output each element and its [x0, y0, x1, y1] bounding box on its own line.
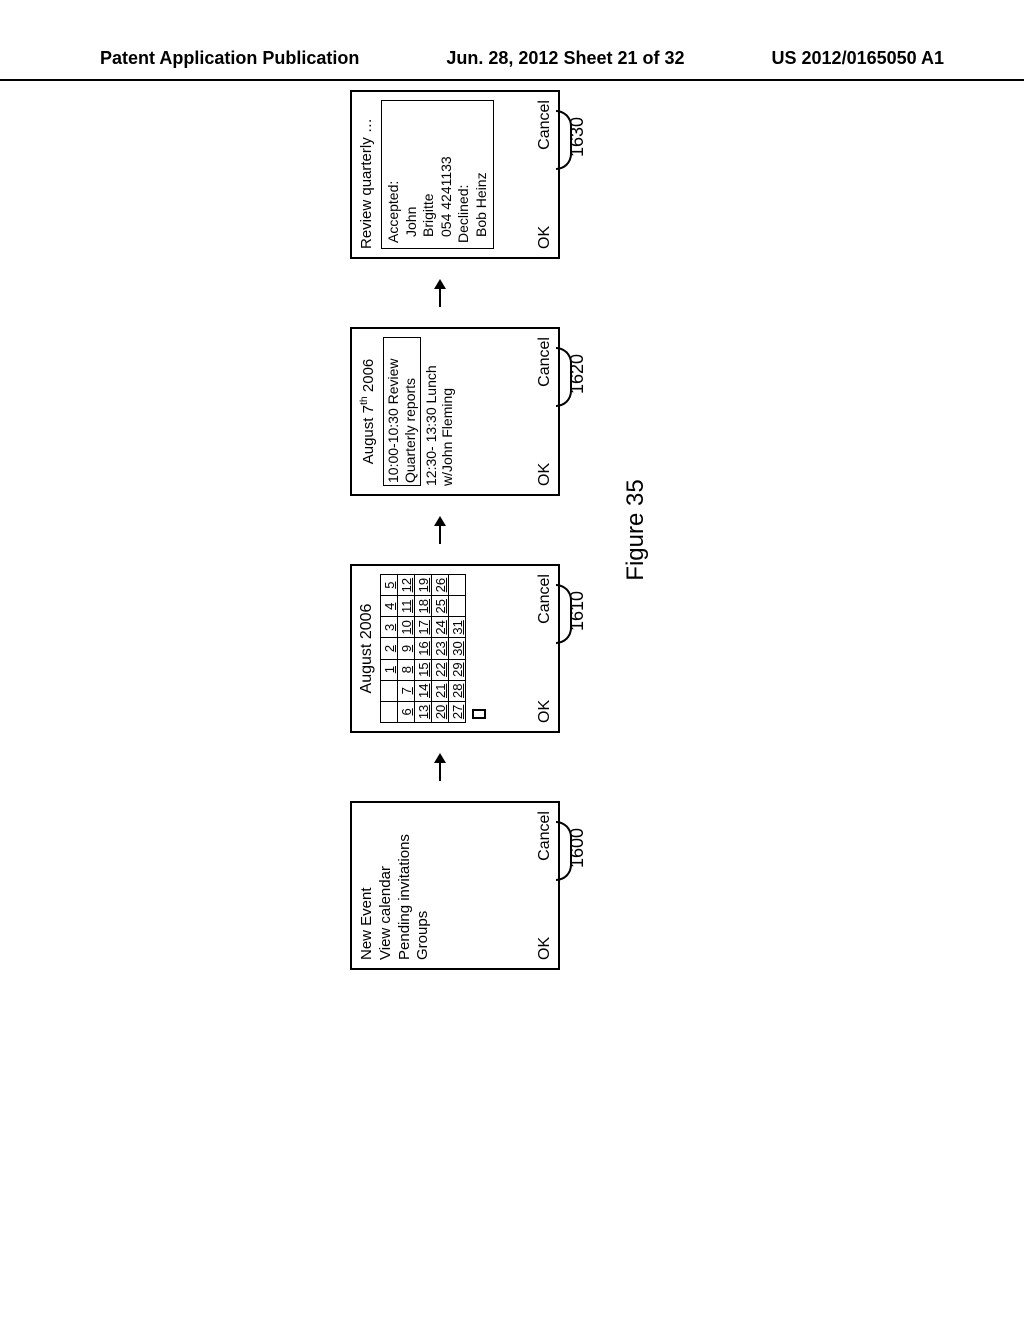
cal-cell — [381, 701, 398, 722]
header-left: Patent Application Publication — [100, 48, 359, 69]
arrow-icon — [430, 753, 450, 781]
cal-cell[interactable]: 30 — [449, 638, 466, 659]
accepted-name: Brigitte — [420, 106, 438, 243]
cancel-button[interactable]: Cancel — [536, 811, 554, 861]
event-item[interactable]: 12:30- 13:30 Lunch w/John Fleming — [423, 337, 457, 486]
cal-cell[interactable]: 18 — [415, 596, 432, 617]
event-item[interactable]: 10:00-10:30 Review Quarterly reports — [383, 337, 421, 486]
screen-menu: New Event View calendar Pending invitati… — [350, 801, 560, 970]
ref-1600: 1600 — [567, 828, 588, 868]
screen-detail: Review quarterly … Accepted: John Brigit… — [350, 90, 560, 259]
cal-cell[interactable]: 25 — [432, 596, 449, 617]
menu-item-pending-invitations[interactable]: Pending invitations — [396, 811, 415, 960]
cal-cell — [449, 575, 466, 596]
menu-footer: OK Cancel — [534, 811, 554, 960]
screen-calendar: August 2006 1 2 3 4 5 6 7 8 — [350, 564, 560, 733]
ok-button[interactable]: OK — [536, 937, 554, 960]
header-right: US 2012/0165050 A1 — [772, 48, 944, 69]
cal-cell[interactable]: 12 — [398, 575, 415, 596]
menu-item-view-calendar[interactable]: View calendar — [377, 811, 396, 960]
ok-button[interactable]: OK — [536, 463, 554, 486]
cal-cell[interactable]: 5 — [381, 575, 398, 596]
accepted-label: Accepted: — [385, 106, 403, 243]
calendar-title: August 2006 — [358, 574, 376, 723]
cal-cell[interactable]: 27 — [449, 701, 466, 722]
cal-cell[interactable]: 14 — [415, 680, 432, 701]
ref-1610: 1610 — [567, 591, 588, 631]
ref-1620: 1620 — [567, 354, 588, 394]
detail-body: Accepted: John Brigitte 054 4241133 Decl… — [381, 100, 494, 249]
figure-caption: Figure 35 — [622, 90, 650, 970]
cal-cell[interactable]: 29 — [449, 659, 466, 680]
page-header: Patent Application Publication Jun. 28, … — [0, 48, 1024, 81]
figure-35: New Event View calendar Pending invitati… — [350, 90, 650, 970]
accepted-name: 054 4241133 — [438, 106, 456, 243]
cal-cell[interactable]: 8 — [398, 659, 415, 680]
cal-cell[interactable]: 26 — [432, 575, 449, 596]
day-body: August 7th 2006 10:00-10:30 Review Quart… — [358, 337, 534, 486]
detail-body-wrap: Review quarterly … Accepted: John Brigit… — [358, 100, 534, 249]
cancel-button[interactable]: Cancel — [536, 574, 554, 624]
header-center: Jun. 28, 2012 Sheet 21 of 32 — [446, 48, 684, 69]
detail-footer: OK Cancel — [534, 100, 554, 249]
menu-item-new-event[interactable]: New Event — [358, 811, 377, 960]
cal-cell[interactable]: 6 — [398, 701, 415, 722]
calendar-grid[interactable]: 1 2 3 4 5 6 7 8 9 10 11 12 — [380, 574, 466, 723]
cancel-button[interactable]: Cancel — [536, 100, 554, 150]
cal-cell[interactable]: 13 — [415, 701, 432, 722]
arrow-icon — [430, 279, 450, 307]
day-footer: OK Cancel — [534, 337, 554, 486]
cal-cell — [449, 596, 466, 617]
cal-cell[interactable]: 28 — [449, 680, 466, 701]
accepted-name: John — [403, 106, 421, 243]
cal-cell[interactable]: 20 — [432, 701, 449, 722]
ok-button[interactable]: OK — [536, 226, 554, 249]
declined-name: Bob Heinz — [473, 106, 491, 243]
cal-cell[interactable]: 24 — [432, 617, 449, 638]
ref-1630: 1630 — [567, 117, 588, 157]
cal-cell[interactable]: 9 — [398, 638, 415, 659]
menu-item-groups[interactable]: Groups — [414, 811, 433, 960]
calendar-body: August 2006 1 2 3 4 5 6 7 8 — [358, 574, 534, 723]
cal-cell[interactable]: 2 — [381, 638, 398, 659]
detail-title: Review quarterly … — [358, 100, 375, 249]
cal-cell[interactable]: 23 — [432, 638, 449, 659]
cal-cell[interactable]: 21 — [432, 680, 449, 701]
cal-cell[interactable]: 16 — [415, 638, 432, 659]
menu-body: New Event View calendar Pending invitati… — [358, 811, 534, 960]
cal-cell[interactable]: 11 — [398, 596, 415, 617]
cal-cell[interactable]: 19 — [415, 575, 432, 596]
cal-cell[interactable]: 17 — [415, 617, 432, 638]
screen-day: August 7th 2006 10:00-10:30 Review Quart… — [350, 327, 560, 496]
cal-cell — [381, 680, 398, 701]
declined-label: Declined: — [455, 106, 473, 243]
cancel-button[interactable]: Cancel — [536, 337, 554, 387]
calendar-cursor-icon — [472, 709, 486, 719]
cal-cell[interactable]: 4 — [381, 596, 398, 617]
cal-cell[interactable]: 3 — [381, 617, 398, 638]
screens-row: New Event View calendar Pending invitati… — [350, 90, 560, 970]
ok-button[interactable]: OK — [536, 700, 554, 723]
day-title: August 7th 2006 — [358, 337, 377, 486]
cal-cell[interactable]: 1 — [381, 659, 398, 680]
cal-cell[interactable]: 7 — [398, 680, 415, 701]
cal-cell[interactable]: 15 — [415, 659, 432, 680]
arrow-icon — [430, 516, 450, 544]
cal-cell[interactable]: 10 — [398, 617, 415, 638]
cal-cell[interactable]: 22 — [432, 659, 449, 680]
cal-cell[interactable]: 31 — [449, 617, 466, 638]
calendar-footer: OK Cancel — [534, 574, 554, 723]
